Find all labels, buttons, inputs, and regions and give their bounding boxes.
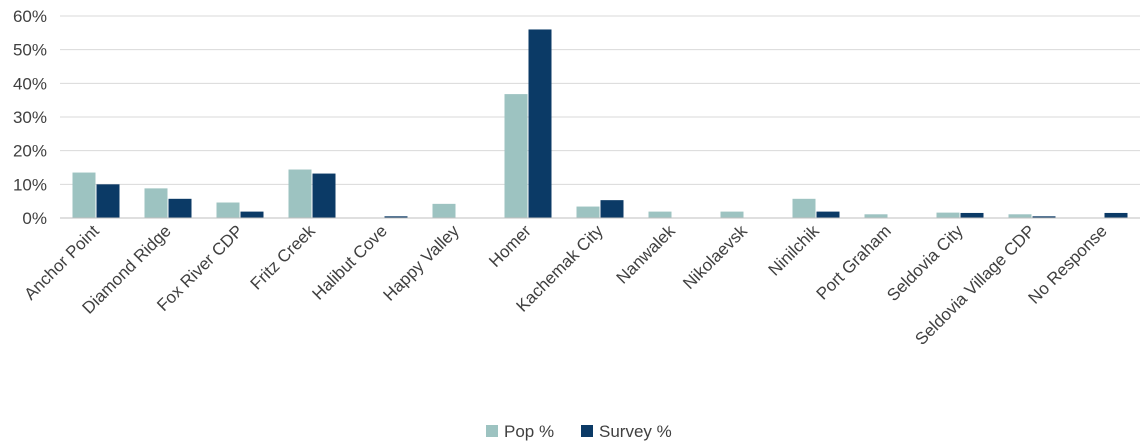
y-tick-label: 20% [13, 142, 47, 161]
legend-swatch-pop [486, 425, 498, 437]
y-tick-label: 10% [13, 175, 47, 194]
bar [1008, 214, 1032, 218]
bar [288, 169, 312, 218]
x-tick-label: Nikolaevsk [679, 221, 751, 293]
x-tick-label: Fritz Creek [247, 221, 320, 294]
y-tick-label: 30% [13, 108, 47, 127]
bar [216, 202, 240, 218]
y-axis: 0% 10% 20% 30% 40% 50% 60% [13, 7, 47, 228]
gridlines [60, 15, 1140, 185]
legend: Pop % Survey % [486, 422, 672, 441]
bar [792, 198, 816, 218]
bars [72, 29, 1128, 218]
legend-label-survey: Survey % [599, 422, 672, 441]
bar [144, 188, 168, 218]
bar [576, 206, 600, 218]
bar [960, 212, 984, 218]
bar [504, 94, 528, 218]
bar [432, 203, 456, 218]
bar [312, 173, 336, 218]
bar [528, 29, 552, 218]
bar [720, 211, 744, 218]
bar [648, 211, 672, 218]
bar [96, 184, 120, 218]
bar [936, 212, 960, 218]
x-tick-label: Homer [485, 221, 535, 271]
bar [240, 211, 264, 218]
legend-swatch-survey [581, 425, 593, 437]
bar [864, 214, 888, 218]
x-tick-label: Seldovia Village CDP [911, 221, 1038, 348]
bar [1032, 216, 1056, 218]
bar [384, 216, 408, 218]
bar [600, 200, 624, 218]
x-tick-label: Nanwalek [613, 221, 680, 288]
legend-label-pop: Pop % [504, 422, 554, 441]
bar [1104, 212, 1128, 218]
y-tick-label: 60% [13, 7, 47, 26]
y-tick-label: 0% [22, 209, 47, 228]
bar [168, 198, 192, 218]
bar [72, 172, 96, 218]
bar [816, 211, 840, 218]
x-tick-label: Happy Valley [379, 221, 463, 305]
y-tick-label: 50% [13, 41, 47, 60]
x-tick-label: Ninilchik [765, 221, 824, 280]
y-tick-label: 40% [13, 74, 47, 93]
